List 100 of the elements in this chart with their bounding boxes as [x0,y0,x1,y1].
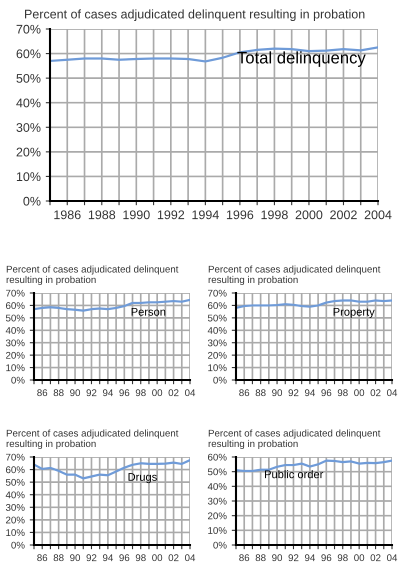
x-tick-label: 94 [102,389,114,396]
x-tick-label: 02 [168,389,178,396]
y-tick-label: 60% [6,302,25,310]
x-tick-label: 98 [136,554,146,562]
x-tick-label: 00 [354,389,364,396]
x-tick-label: 86 [239,389,250,396]
x-tick-label: 90 [272,389,282,396]
x-tick-label: 1994 [192,210,219,220]
x-tick-label: 94 [304,554,316,562]
x-tick-label: 02 [370,554,380,562]
y-tick-label: 20% [208,512,227,520]
x-tick-label: 92 [86,554,96,562]
y-tick-label: 20% [6,352,25,359]
y-tick-label: 70% [208,290,227,297]
x-tick-label: 96 [119,554,130,562]
x-tick-label: 04 [386,554,398,562]
x-tick-label: 92 [288,389,298,396]
y-tick-label: 0% [213,542,227,549]
x-tick-label: 94 [304,389,316,396]
y-tick-label: 60% [208,302,227,310]
x-tick-label: 98 [136,389,146,396]
y-tick-label: 70% [6,290,25,297]
x-tick-label: 04 [184,389,196,396]
y-tick-label: 10% [16,172,41,182]
y-tick-label: 70% [16,24,41,34]
x-tick-label: 04 [184,554,196,562]
y-tick-label: 20% [6,516,25,524]
x-tick-label: 98 [338,554,348,562]
line-series [236,299,392,310]
y-tick-label: 50% [6,478,25,486]
chart-title: Percent of cases adjudicated delinquent resulting in probation [208,265,380,285]
series-label: Total delinquency [237,51,366,67]
chart-title: Percent of cases adjudicated delinquent resulting in probation [6,429,178,449]
y-tick-label: 50% [6,314,25,322]
y-tick-label: 50% [208,468,227,476]
y-tick-label: 10% [208,364,227,372]
x-tick-label: 02 [370,389,380,396]
y-tick-label: 50% [16,74,41,83]
y-tick-label: 0% [213,376,227,384]
x-tick-label: 2000 [296,210,322,220]
y-tick-label: 0% [11,542,25,549]
y-tick-label: 10% [6,529,25,536]
y-tick-label: 40% [6,491,25,498]
x-tick-label: 92 [86,389,96,396]
x-tick-label: 1988 [88,210,116,220]
series-label: Property [334,308,375,318]
x-tick-label: 04 [386,389,398,396]
y-tick-label: 30% [208,498,227,505]
chart-title: Percent of cases adjudicated delinquent resulting in probation [25,9,364,21]
y-tick-label: 40% [6,327,25,334]
x-tick-label: 96 [321,389,332,396]
y-tick-label: 30% [6,339,25,346]
x-tick-label: 88 [54,554,64,562]
x-tick-label: 90 [70,389,80,396]
x-tick-label: 88 [54,389,64,396]
chart-title: Percent of cases adjudicated delinquent resulting in probation [6,265,178,285]
y-tick-label: 70% [6,454,25,461]
x-tick-label: 2002 [330,210,357,220]
x-tick-label: 88 [256,554,266,562]
series-label: Drugs [128,473,157,484]
x-tick-label: 1996 [226,210,254,220]
x-tick-label: 94 [102,554,114,562]
x-tick-label: 90 [70,554,80,562]
y-tick-label: 40% [208,483,227,490]
series-label: Public order [264,470,324,478]
y-tick-label: 20% [16,148,41,157]
x-tick-label: 96 [321,554,332,562]
x-tick-label: 86 [37,554,48,562]
y-tick-label: 60% [6,466,25,474]
y-tick-label: 60% [16,49,41,58]
y-tick-label: 0% [11,376,25,384]
x-tick-label: 98 [338,389,348,396]
x-tick-label: 1986 [54,210,81,220]
x-tick-label: 00 [152,389,162,396]
x-tick-label: 02 [168,554,178,562]
y-tick-label: 30% [208,339,227,346]
y-tick-label: 30% [6,504,25,511]
x-tick-label: 92 [288,554,298,562]
y-tick-label: 40% [16,98,41,108]
chart-title: Percent of cases adjudicated delinquent resulting in probation [208,429,380,449]
y-tick-label: 10% [208,527,227,534]
x-tick-label: 96 [119,389,130,396]
y-tick-label: 20% [208,352,227,359]
y-tick-label: 0% [23,196,41,206]
x-tick-label: 90 [272,554,282,562]
y-tick-label: 50% [208,314,227,322]
x-tick-label: 86 [37,389,48,396]
y-tick-label: 40% [208,327,227,334]
series-label: Person [132,308,166,316]
y-tick-label: 60% [208,454,227,461]
x-tick-label: 88 [256,389,266,396]
x-tick-label: 86 [239,554,250,562]
x-tick-label: 1998 [261,210,288,220]
x-tick-label: 00 [354,554,364,562]
x-tick-label: 2004 [364,210,392,220]
x-tick-label: 00 [152,554,162,562]
x-tick-label: 1990 [123,210,150,220]
y-tick-label: 30% [16,123,41,132]
y-tick-label: 10% [6,364,25,372]
x-tick-label: 1992 [158,210,184,220]
